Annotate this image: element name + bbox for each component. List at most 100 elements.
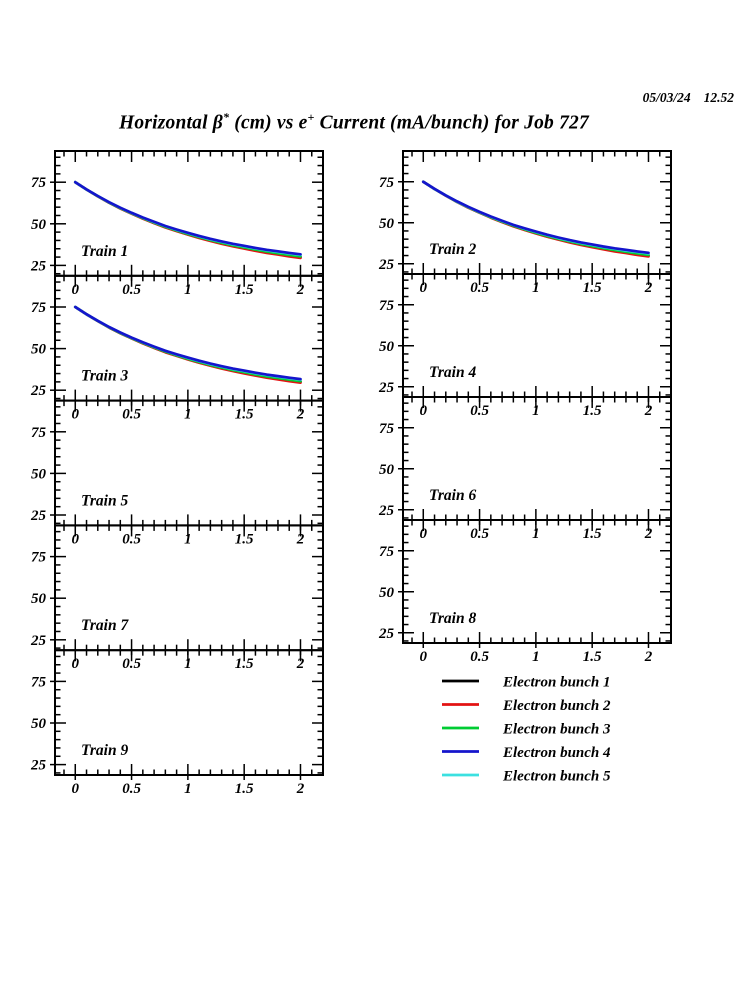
x-axis-label: 0: [420, 526, 428, 542]
legend-label: Electron bunch 1: [502, 675, 611, 691]
y-axis-label: 75: [379, 175, 395, 191]
x-axis-label: 0.5: [122, 531, 141, 547]
beta-star-superscript: *: [222, 110, 230, 124]
y-axis-label: 75: [31, 674, 47, 690]
x-axis-label: 1: [532, 526, 540, 542]
x-axis-label: 1: [184, 407, 192, 423]
y-axis-label: 75: [379, 298, 395, 314]
y-axis-label: 25: [378, 503, 395, 519]
x-axis-label: 2: [296, 781, 305, 797]
y-axis-label: 75: [379, 421, 395, 437]
x-axis-label: 0.5: [470, 280, 489, 296]
timestamp: 05/03/24 12.52: [643, 90, 734, 106]
x-axis-label: 0.5: [470, 526, 489, 542]
axis-ticks: [398, 520, 672, 648]
x-axis-label: 1: [532, 649, 540, 665]
train-label: Train 7: [81, 617, 129, 634]
train-label: Train 6: [429, 487, 476, 504]
legend: Electron bunch 1 Electron bunch 2 Electron…: [442, 675, 611, 785]
panel-frame: [402, 519, 672, 644]
y-axis-label: 50: [31, 591, 47, 607]
y-axis-label: 25: [30, 758, 47, 774]
x-axis-label: 0: [72, 781, 80, 797]
x-axis-label: 0.5: [122, 656, 141, 672]
x-axis-label: 2: [644, 526, 653, 542]
y-axis-label: 25: [378, 257, 395, 273]
x-axis-label: 0: [420, 403, 428, 419]
curve-electron-bunch-4: [73, 305, 302, 381]
x-axis-label: 2: [644, 649, 653, 665]
page-title: Horizontal β* (cm) vs e+ Current (mA/bun…: [119, 110, 589, 134]
x-axis-label: 0.5: [470, 649, 489, 665]
axis-ticks: [50, 650, 324, 780]
x-axis-label: 2: [296, 656, 305, 672]
legend-label: Electron bunch 3: [502, 722, 611, 738]
x-axis-label: 0: [420, 280, 428, 296]
x-axis-label: 0: [72, 531, 80, 547]
legend-item-2: Electron bunch 2: [442, 698, 611, 714]
train-label: Train 2: [429, 241, 476, 258]
legend-label: Electron bunch 2: [502, 698, 611, 714]
y-axis-label: 25: [378, 626, 395, 642]
panel-frame: [54, 649, 324, 777]
x-axis-label: 1.5: [583, 526, 602, 542]
x-axis-label: 0: [72, 407, 80, 423]
y-axis-label: 25: [30, 258, 47, 274]
x-axis-label: 0.5: [122, 282, 141, 298]
curve-electron-bunch-4: [421, 180, 650, 255]
x-axis-label: 1: [532, 403, 540, 419]
y-axis-label: 50: [379, 585, 395, 601]
x-axis-label: 1: [184, 656, 192, 672]
train-label: Train 5: [81, 492, 128, 509]
x-axis-label: 2: [296, 282, 305, 298]
y-axis-label: 25: [30, 633, 47, 649]
train-label: Train 4: [429, 364, 476, 381]
x-axis-label: 2: [296, 531, 305, 547]
legend-item-1: Electron bunch 1: [442, 675, 611, 691]
x-axis-label: 0.5: [122, 407, 141, 423]
train-label: Train 3: [81, 368, 128, 385]
train-label: Train 9: [81, 742, 128, 759]
axis-ticks: [50, 151, 324, 281]
timestamp-date: 05/03/24: [642, 90, 691, 105]
y-axis-label: 50: [31, 716, 47, 732]
x-axis-label: 1.5: [235, 531, 254, 547]
y-axis-label: 50: [31, 342, 47, 358]
y-axis-label: 50: [31, 466, 47, 482]
legend-label: Electron bunch 5: [502, 769, 611, 785]
x-axis-label: 1: [184, 531, 192, 547]
legend-item-5: Electron bunch 5: [442, 769, 611, 785]
x-axis-label: 0.5: [470, 403, 489, 419]
x-axis-label: 1.5: [235, 407, 254, 423]
x-axis-label: 1.5: [583, 649, 602, 665]
x-axis-label: 1.5: [583, 280, 602, 296]
y-axis-label: 25: [378, 380, 395, 396]
x-axis-label: 1: [532, 280, 540, 296]
x-axis-label: 1.5: [583, 403, 602, 419]
x-axis-label: 0: [72, 656, 80, 672]
y-axis-label: 75: [31, 175, 47, 191]
train-label: Train 1: [81, 243, 128, 260]
x-axis-label: 2: [296, 407, 305, 423]
y-axis-label: 75: [31, 300, 47, 316]
x-axis-label: 1.5: [235, 781, 254, 797]
legend-item-4: Electron bunch 4: [442, 745, 611, 761]
x-axis-label: 0.5: [122, 781, 141, 797]
train-label: Train 8: [429, 610, 476, 627]
y-axis-label: 50: [379, 339, 395, 355]
y-axis-label: 50: [379, 216, 395, 232]
x-axis-label: 1.5: [235, 656, 254, 672]
y-axis-label: 50: [31, 217, 47, 233]
axis-ticks: [398, 151, 672, 279]
y-axis-label: 75: [31, 425, 47, 441]
panel-train-3: 75 50 25 0 0.5 1 1.5 2 Train 3: [30, 274, 324, 423]
y-axis-label: 25: [30, 508, 47, 524]
x-axis-label: 2: [644, 403, 653, 419]
y-axis-label: 75: [379, 544, 395, 560]
x-axis-label: 1.5: [235, 282, 254, 298]
panel-train-1: 75 50 25 0 0.5 1 1.5 2 Train 1: [30, 150, 324, 298]
e-plus-superscript: +: [307, 110, 315, 124]
timestamp-time: 12.52: [703, 90, 734, 105]
